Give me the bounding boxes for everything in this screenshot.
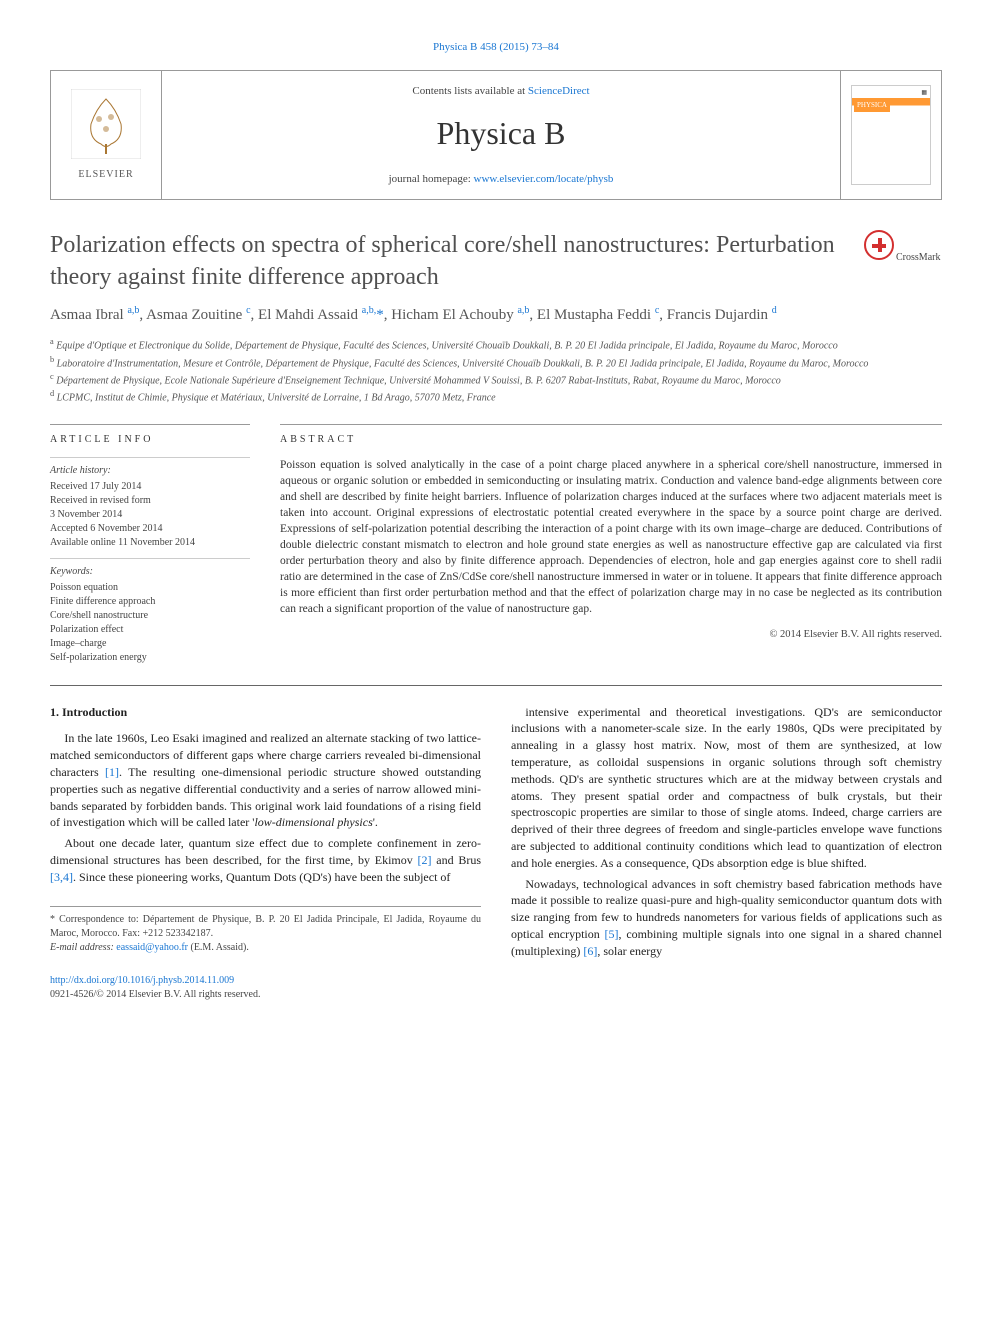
sciencedirect-link[interactable]: ScienceDirect <box>528 85 590 97</box>
homepage-line: journal homepage: www.elsevier.com/locat… <box>162 172 840 187</box>
article-info-heading: article info <box>50 424 250 447</box>
keyword-item: Finite difference approach <box>50 595 250 609</box>
email-link[interactable]: eassaid@yahoo.fr <box>116 942 188 953</box>
body-p3: intensive experimental and theoretical i… <box>511 704 942 872</box>
abstract-text: Poisson equation is solved analytically … <box>280 457 942 618</box>
body-p4: Nowadays, technological advances in soft… <box>511 876 942 960</box>
keyword-item: Poisson equation <box>50 581 250 595</box>
journal-header: ELSEVIER Contents lists available at Sci… <box>50 70 942 200</box>
keyword-item: Image–charge <box>50 637 250 651</box>
journal-citation[interactable]: Physica B 458 (2015) 73–84 <box>50 40 942 55</box>
crossmark-icon <box>864 230 894 260</box>
article-info: article info Article history: Received 1… <box>50 424 250 665</box>
header-center: Contents lists available at ScienceDirec… <box>161 71 841 199</box>
elsevier-tree-icon <box>71 89 141 159</box>
abstract: abstract Poisson equation is solved anal… <box>280 424 942 665</box>
journal-name: Physica B <box>162 111 840 156</box>
history-item: 3 November 2014 <box>50 508 250 522</box>
doi-link[interactable]: http://dx.doi.org/10.1016/j.physb.2014.1… <box>50 975 234 986</box>
article-title: Polarization effects on spectra of spher… <box>50 230 862 292</box>
intro-heading: 1. Introduction <box>50 704 481 721</box>
elsevier-label: ELSEVIER <box>61 168 151 182</box>
abstract-copyright: © 2014 Elsevier B.V. All rights reserved… <box>280 628 942 643</box>
keywords-label: Keywords: <box>50 558 250 579</box>
footer: http://dx.doi.org/10.1016/j.physb.2014.1… <box>50 974 942 1002</box>
issn-line: 0921-4526/© 2014 Elsevier B.V. All right… <box>50 989 260 1000</box>
keyword-item: Polarization effect <box>50 623 250 637</box>
elsevier-logo: ELSEVIER <box>51 79 161 192</box>
crossmark-badge[interactable]: CrossMark <box>862 230 942 265</box>
body-text: 1. Introduction In the late 1960s, Leo E… <box>50 704 942 960</box>
authors: Asmaa Ibral a,b, Asmaa Zouitine c, El Ma… <box>50 303 942 327</box>
abstract-heading: abstract <box>280 424 942 447</box>
journal-cover: ▦ PHYSICA <box>841 77 941 193</box>
footnote-block: * Correspondence to: Département de Phys… <box>50 906 481 955</box>
email-line: E-mail address: eassaid@yahoo.fr (E.M. A… <box>50 941 481 955</box>
homepage-link[interactable]: www.elsevier.com/locate/physb <box>474 173 614 185</box>
history-item: Received in revised form <box>50 494 250 508</box>
history-label: Article history: <box>50 457 250 478</box>
affiliations: a Equipe d'Optique et Electronique du So… <box>50 336 942 405</box>
history-item: Accepted 6 November 2014 <box>50 522 250 536</box>
history-item: Available online 11 November 2014 <box>50 536 250 550</box>
correspondence: * Correspondence to: Département de Phys… <box>50 913 481 941</box>
section-divider <box>50 685 942 686</box>
keyword-item: Self-polarization energy <box>50 651 250 665</box>
contents-line: Contents lists available at ScienceDirec… <box>162 84 840 99</box>
body-p2: About one decade later, quantum size eff… <box>50 835 481 885</box>
history-item: Received 17 July 2014 <box>50 480 250 494</box>
body-p1: In the late 1960s, Leo Esaki imagined an… <box>50 730 481 831</box>
keyword-item: Core/shell nanostructure <box>50 609 250 623</box>
